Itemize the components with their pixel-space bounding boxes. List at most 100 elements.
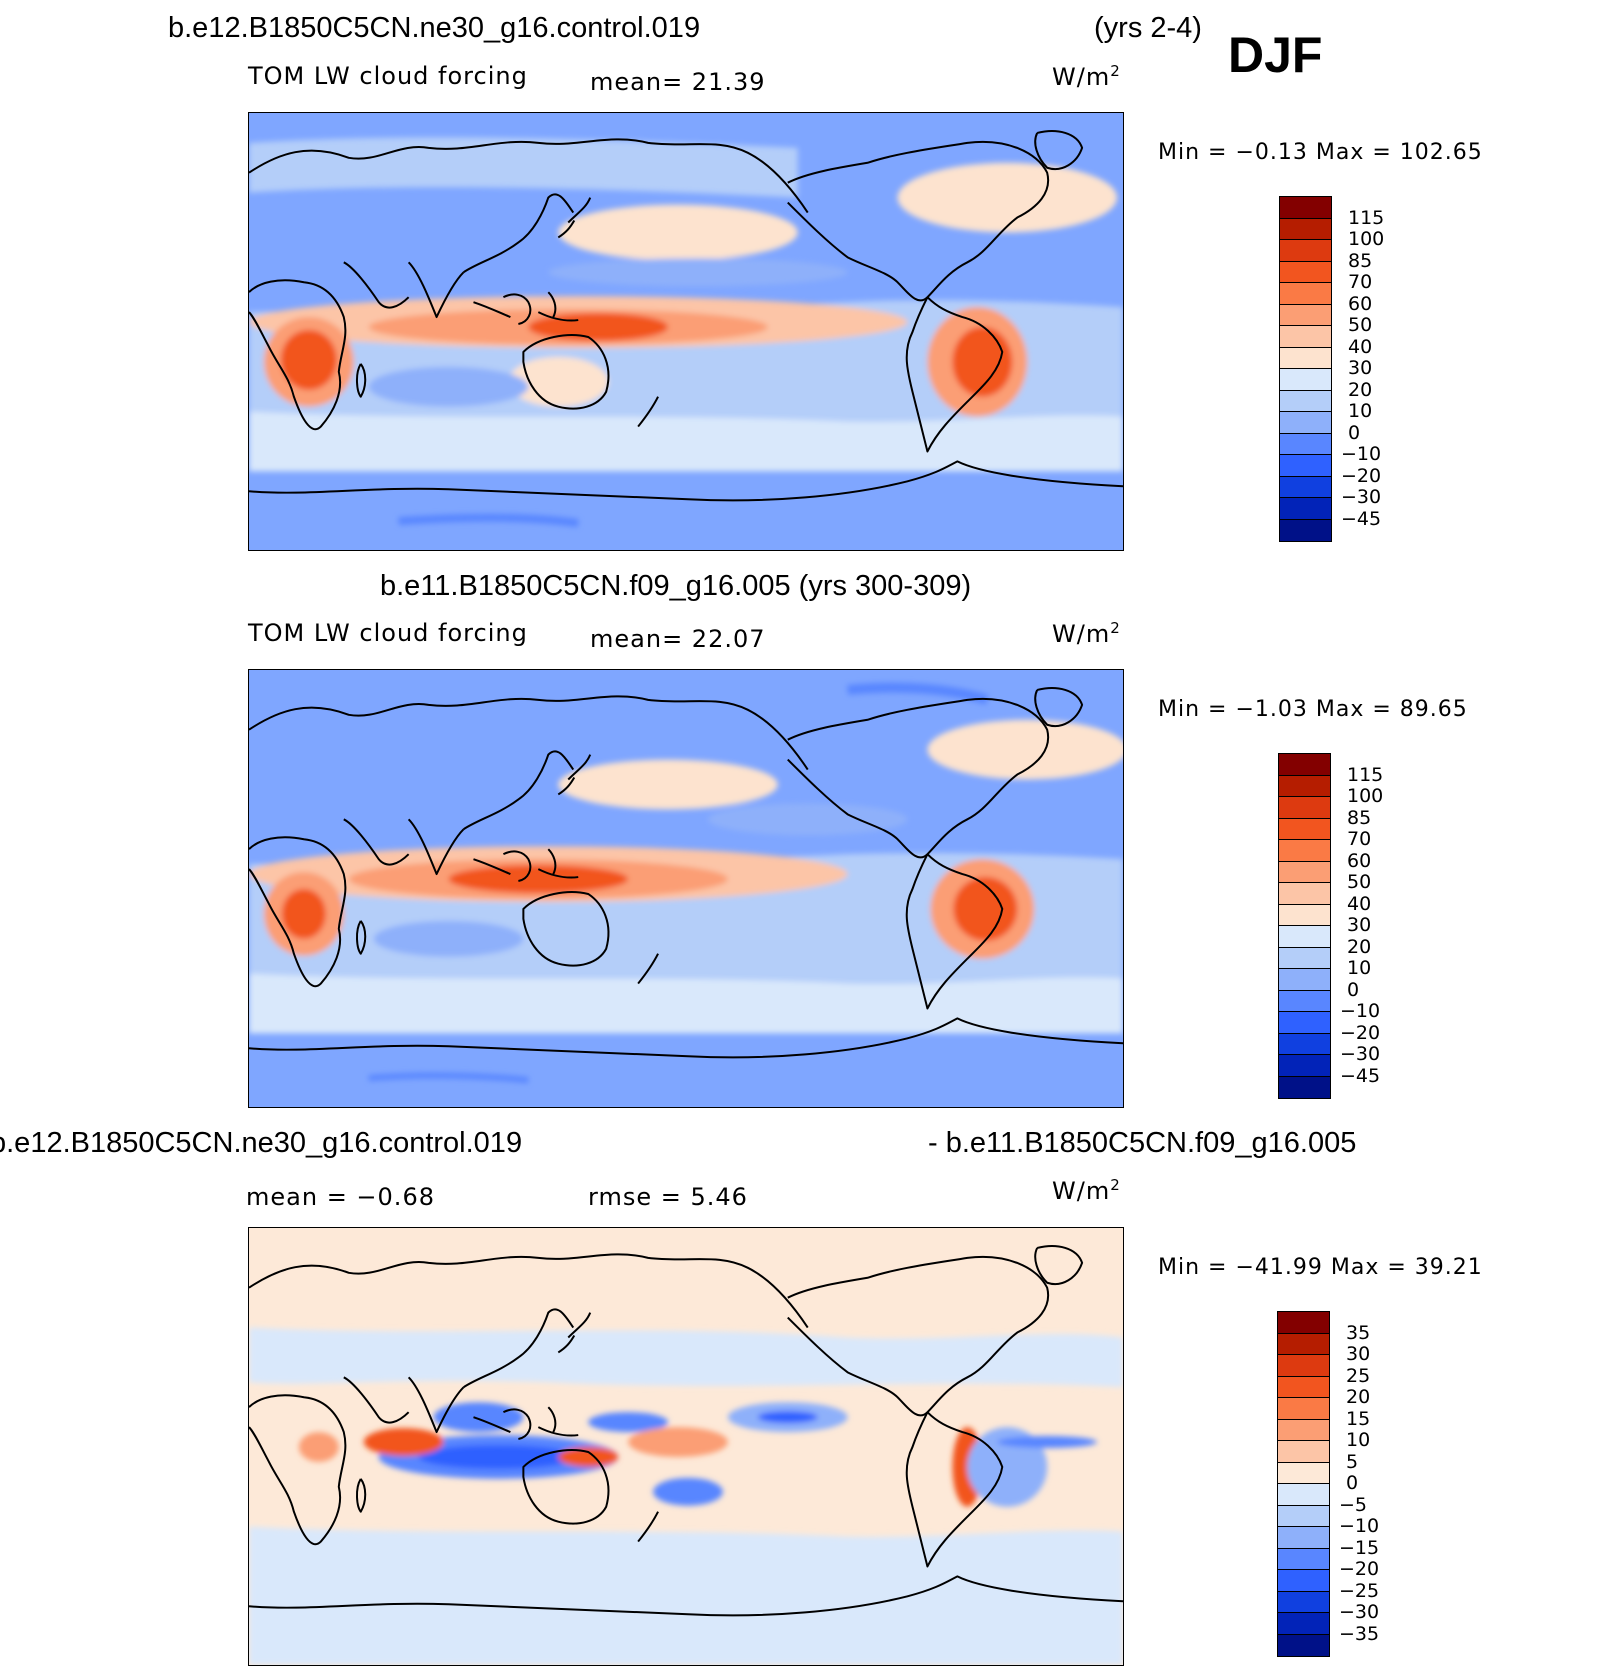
colorbar-label: 60 bbox=[1348, 292, 1373, 315]
panel-2-map-svg bbox=[249, 670, 1123, 1107]
colorbar-label: 85 bbox=[1347, 806, 1372, 829]
colorbar-label: 35 bbox=[1346, 1321, 1371, 1344]
panel-2-colorbar bbox=[1278, 753, 1331, 1099]
colorbar-swatch bbox=[1280, 261, 1331, 283]
colorbar-label: 0 bbox=[1347, 978, 1360, 1001]
panel-3-map bbox=[248, 1227, 1124, 1666]
colorbar-swatch bbox=[1279, 818, 1330, 840]
colorbar-swatch bbox=[1279, 754, 1330, 776]
colorbar-label: 70 bbox=[1347, 828, 1372, 850]
panel-1-units: W/m2 bbox=[1052, 62, 1121, 91]
colorbar-swatch bbox=[1278, 1570, 1329, 1592]
colorbar-swatch bbox=[1280, 498, 1331, 520]
colorbar-label: 70 bbox=[1348, 271, 1373, 293]
colorbar-swatch bbox=[1280, 390, 1331, 412]
colorbar-swatch bbox=[1278, 1548, 1329, 1570]
colorbar-label: 30 bbox=[1347, 914, 1372, 936]
colorbar-swatch bbox=[1278, 1634, 1329, 1656]
colorbar-swatch bbox=[1278, 1613, 1329, 1635]
colorbar-label: 10 bbox=[1348, 400, 1373, 422]
colorbar-label: 20 bbox=[1348, 378, 1373, 401]
colorbar-swatch bbox=[1279, 926, 1330, 948]
colorbar-swatch bbox=[1280, 455, 1331, 477]
colorbar-label: 50 bbox=[1348, 314, 1373, 336]
season-label: DJF bbox=[1228, 27, 1323, 83]
colorbar-label: 20 bbox=[1346, 1386, 1371, 1408]
colorbar-swatch bbox=[1280, 304, 1331, 326]
colorbar-swatch bbox=[1278, 1312, 1329, 1334]
colorbar-swatch bbox=[1278, 1441, 1329, 1463]
colorbar-swatch bbox=[1278, 1527, 1329, 1549]
colorbar-swatch bbox=[1279, 969, 1330, 991]
colorbar-swatch bbox=[1280, 240, 1331, 262]
colorbar-swatch bbox=[1278, 1462, 1329, 1484]
panel-3-map-svg bbox=[249, 1228, 1123, 1665]
colorbar-label: −30 bbox=[1341, 486, 1382, 508]
colorbar-swatch bbox=[1279, 797, 1330, 819]
panel-1-colorbar bbox=[1279, 196, 1332, 542]
colorbar-swatch bbox=[1278, 1376, 1329, 1398]
colorbar-label: −20 bbox=[1340, 1021, 1381, 1044]
colorbar-label: 0 bbox=[1348, 421, 1361, 444]
colorbar-swatch bbox=[1280, 197, 1331, 219]
colorbar-swatch bbox=[1278, 1398, 1329, 1420]
panel-3-minmax: Min = −41.99 Max = 39.21 bbox=[1158, 1255, 1483, 1280]
colorbar-swatch bbox=[1278, 1333, 1329, 1355]
colorbar-swatch bbox=[1279, 1012, 1330, 1034]
colorbar-label: 25 bbox=[1346, 1364, 1371, 1387]
colorbar-label: 50 bbox=[1347, 871, 1372, 893]
colorbar-label: −35 bbox=[1339, 1622, 1380, 1645]
panel-1-map-svg bbox=[249, 113, 1123, 550]
colorbar-label: 20 bbox=[1347, 935, 1372, 958]
panel-1-map bbox=[248, 112, 1124, 551]
panel-2-title: b.e11.B1850C5CN.f09_g16.005 (yrs 300-309… bbox=[380, 570, 972, 602]
colorbar-label: 30 bbox=[1348, 357, 1373, 379]
panel-1-minmax: Min = −0.13 Max = 102.65 bbox=[1158, 140, 1483, 165]
colorbar-label: 115 bbox=[1347, 763, 1384, 786]
panel-3-subtitle: - b.e11.B1850C5CN.f09_g16.005 bbox=[928, 1127, 1357, 1159]
colorbar-swatch bbox=[1280, 519, 1331, 541]
colorbar-label: −10 bbox=[1339, 1515, 1380, 1537]
colorbar-swatch bbox=[1279, 1055, 1330, 1077]
colorbar-label: −45 bbox=[1341, 507, 1382, 530]
colorbar-swatch bbox=[1278, 1419, 1329, 1441]
panel-1-variable: TOM LW cloud forcing bbox=[248, 62, 528, 90]
colorbar-swatch bbox=[1280, 412, 1331, 434]
panel-3-title: b.e12.B1850C5CN.ne30_g16.control.019 bbox=[0, 1127, 523, 1159]
panel-2-units: W/m2 bbox=[1052, 619, 1121, 648]
colorbar-label: 15 bbox=[1346, 1407, 1371, 1430]
panel-1-years: (yrs 2-4) bbox=[1094, 12, 1202, 44]
colorbar-label: 10 bbox=[1346, 1429, 1371, 1451]
colorbar-label: 115 bbox=[1348, 206, 1385, 229]
colorbar-swatch bbox=[1278, 1591, 1329, 1613]
panel-1-title: b.e12.B1850C5CN.ne30_g16.control.019 bbox=[168, 12, 701, 44]
colorbar-label: −20 bbox=[1339, 1558, 1380, 1580]
panel-3-units: W/m2 bbox=[1052, 1176, 1121, 1205]
colorbar-swatch bbox=[1278, 1355, 1329, 1377]
colorbar-swatch bbox=[1279, 775, 1330, 797]
colorbar-label: 85 bbox=[1348, 249, 1373, 272]
colorbar-swatch bbox=[1279, 840, 1330, 862]
colorbar-label: −25 bbox=[1339, 1579, 1380, 1602]
colorbar-label: 60 bbox=[1347, 849, 1372, 872]
panel-2-mean: mean= 22.07 bbox=[590, 625, 766, 653]
colorbar-label: −30 bbox=[1339, 1601, 1380, 1623]
colorbar-label: 30 bbox=[1346, 1343, 1371, 1365]
colorbar-label: 5 bbox=[1346, 1450, 1359, 1473]
colorbar-swatch bbox=[1280, 326, 1331, 348]
colorbar-label: −10 bbox=[1341, 443, 1382, 465]
colorbar-swatch bbox=[1280, 283, 1331, 305]
colorbar-swatch bbox=[1278, 1484, 1329, 1506]
colorbar-swatch bbox=[1279, 883, 1330, 905]
colorbar-swatch bbox=[1279, 904, 1330, 926]
panel-3-colorbar bbox=[1277, 1311, 1330, 1657]
panel-1-mean: mean= 21.39 bbox=[590, 68, 766, 96]
panel-3-rmse: rmse = 5.46 bbox=[588, 1183, 748, 1211]
colorbar-label: 40 bbox=[1347, 892, 1372, 915]
panel-2-variable: TOM LW cloud forcing bbox=[248, 619, 528, 647]
colorbar-swatch bbox=[1279, 947, 1330, 969]
colorbar-swatch bbox=[1280, 369, 1331, 391]
colorbar-swatch bbox=[1280, 433, 1331, 455]
colorbar-swatch bbox=[1280, 476, 1331, 498]
colorbar-swatch bbox=[1278, 1505, 1329, 1527]
